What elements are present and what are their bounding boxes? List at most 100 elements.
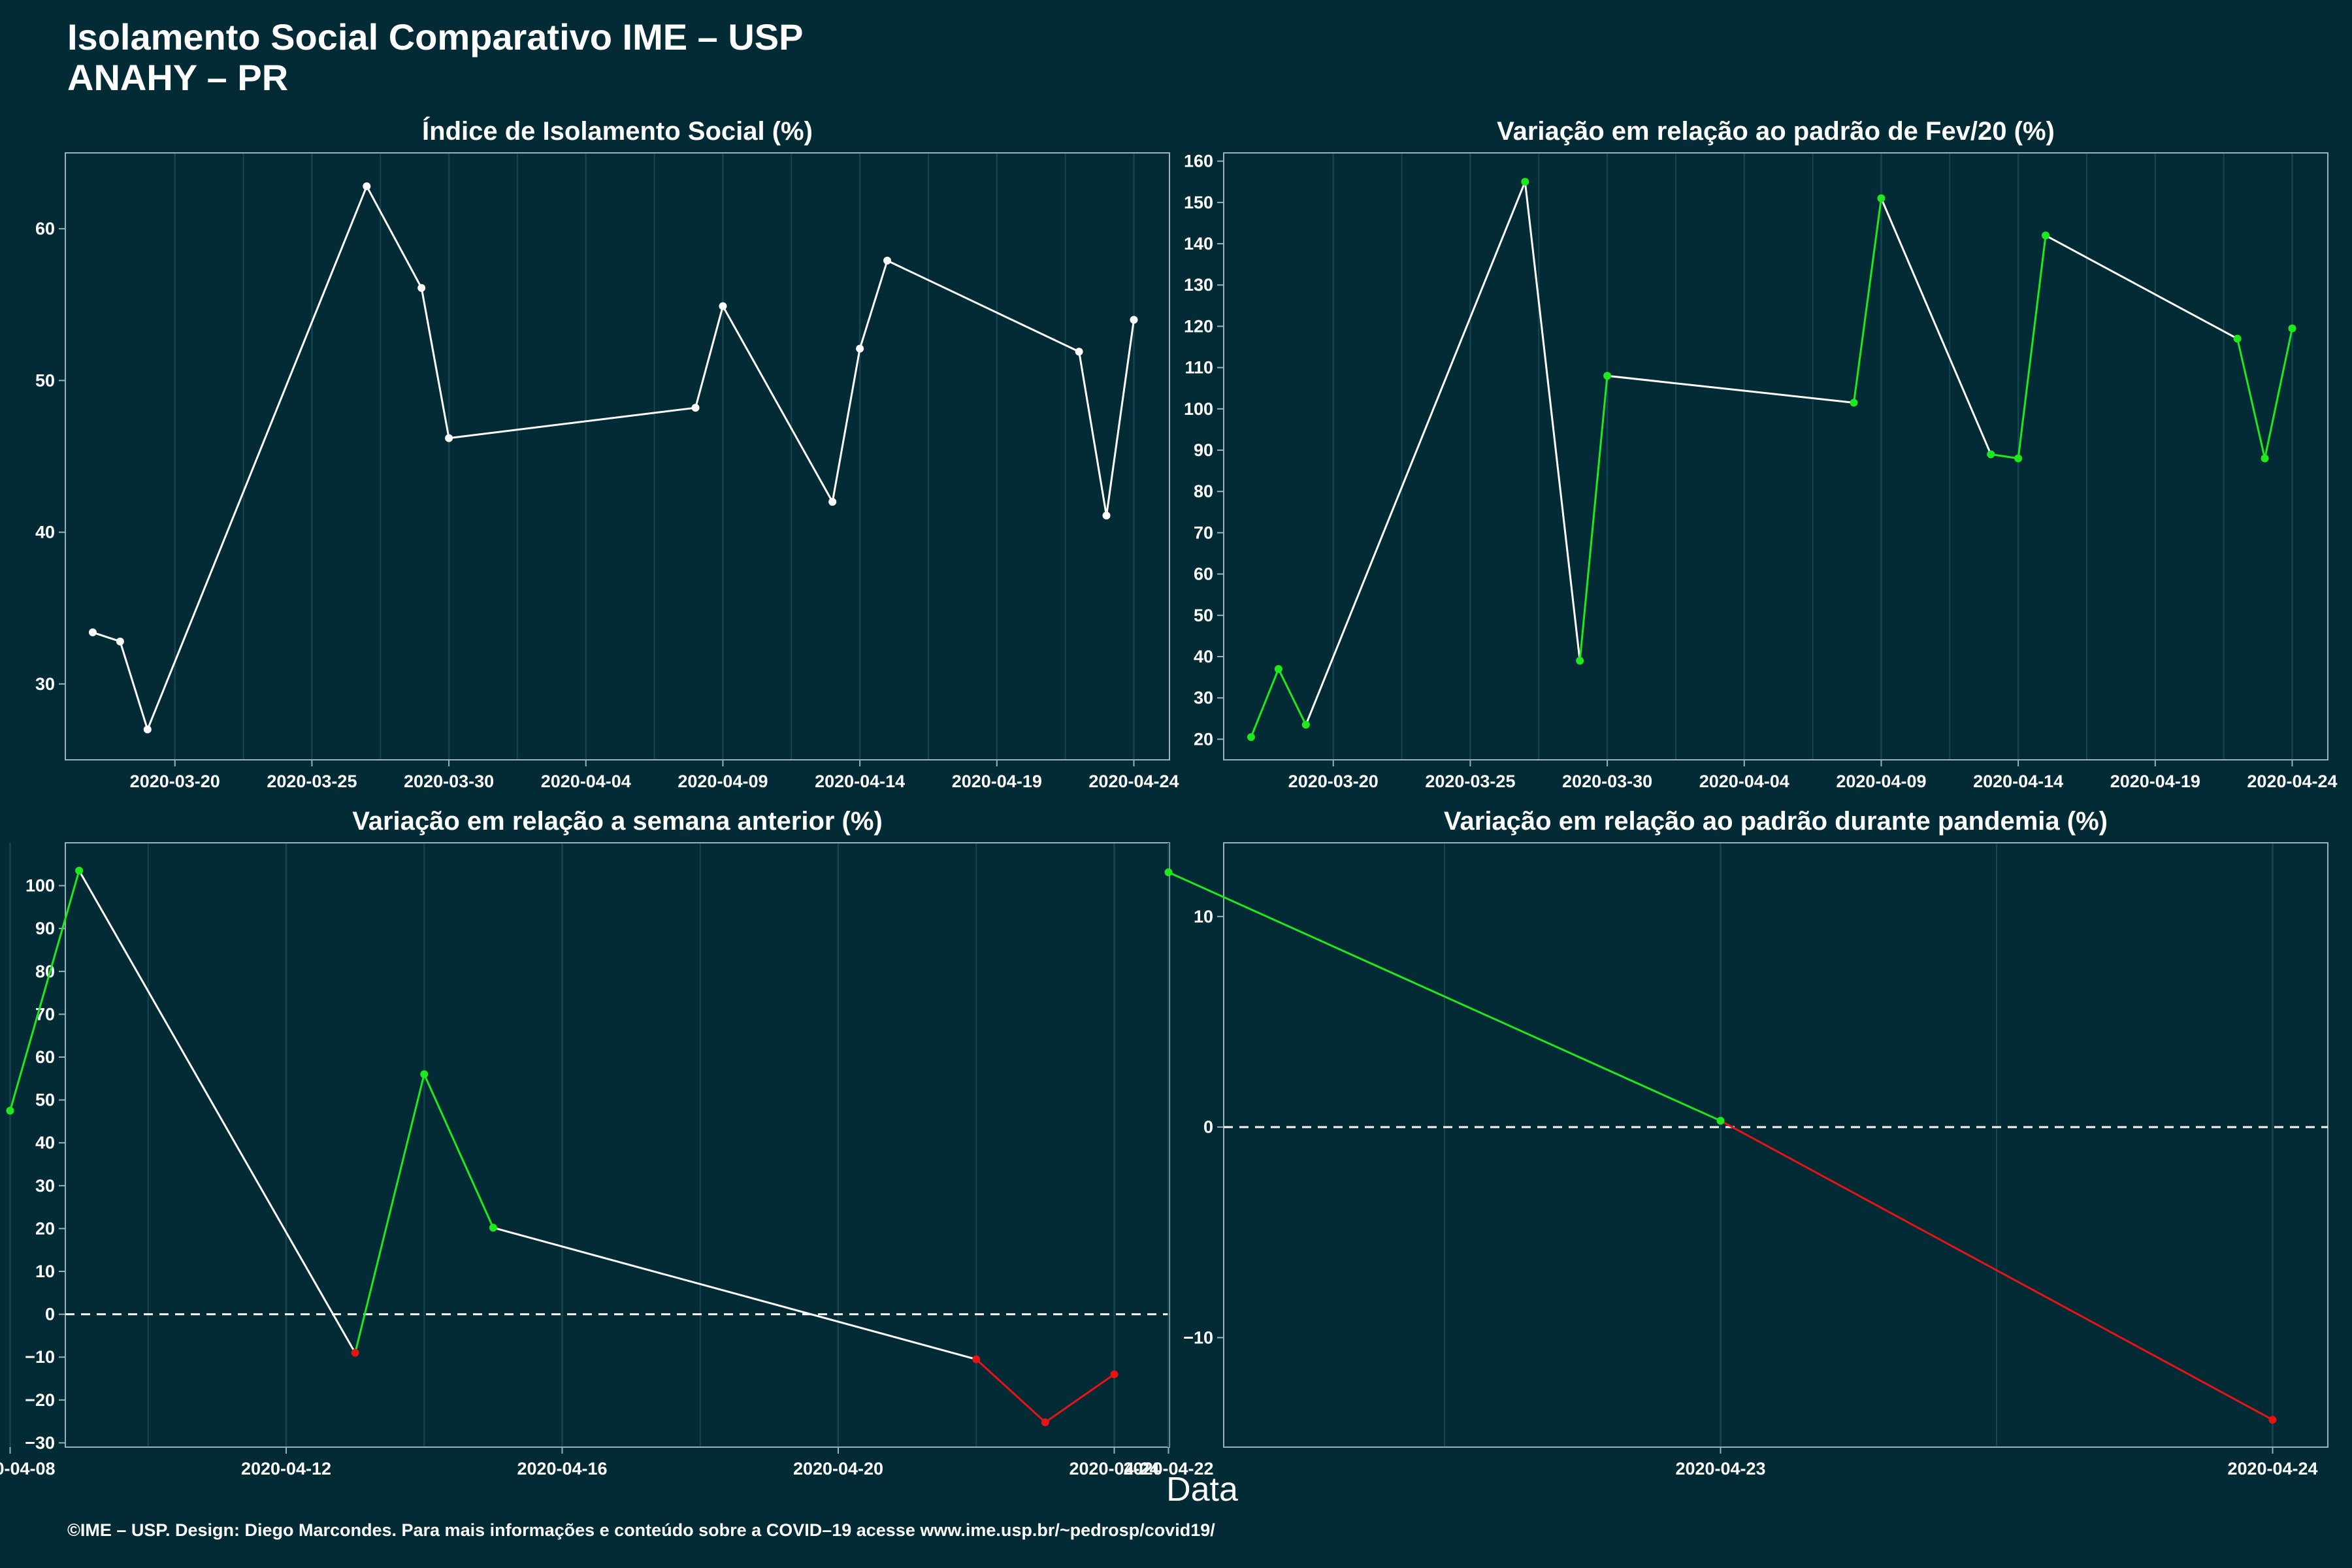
x-tick-label: 2020-03-25 [267,772,357,791]
x-tick-label: 2020-04-08 [0,1459,56,1478]
series-segment [365,186,423,289]
data-point [1301,721,1310,729]
y-tick-label: 100 [25,876,55,896]
y-tick-label: −20 [25,1390,55,1410]
y-tick-label: 40 [35,523,55,542]
y-tick-label: 90 [1194,440,1213,460]
data-point [2288,324,2296,333]
series-segment [1524,182,1581,661]
data-point [1274,664,1282,673]
x-axis-label: Data [1166,1471,1238,1509]
series-segment [354,1073,425,1354]
data-point [972,1355,981,1364]
x-tick-label: 2020-04-16 [517,1459,607,1478]
series-segment [975,1358,1046,1424]
data-point [420,1070,429,1079]
x-tick-label: 2020-03-25 [1425,772,1515,791]
data-point [1576,657,1584,665]
series-segment [1105,319,1135,516]
panel-border [1223,152,2328,760]
y-tick-label: 30 [35,674,55,694]
y-tick-label: 160 [1184,152,1213,171]
data-point [88,628,97,636]
footer-credits: ©IME – USP. Design: Diego Marcondes. Par… [67,1520,1215,1540]
y-tick-label: −10 [25,1347,55,1367]
data-point [1987,450,1995,459]
data-point [116,637,124,645]
data-point [1603,372,1612,380]
data-point [2014,454,2023,463]
data-point [1247,733,1255,742]
data-point [1716,1117,1725,1125]
panel-border [65,152,1170,760]
y-tick-label: 60 [35,1047,55,1067]
y-tick-label: 40 [35,1133,55,1152]
x-tick-label: 2020-04-20 [793,1459,883,1478]
x-tick-label: 2020-04-19 [2110,772,2200,791]
series-segment [1990,453,2019,460]
data-point [1110,1370,1119,1379]
panel-title: Variação em relação ao padrão de Fev/20 … [1497,117,2055,146]
x-tick-label: 2020-04-23 [1675,1459,1765,1478]
series-segment [423,1073,495,1228]
series-segment [887,259,1080,353]
data-point [1521,178,1529,186]
y-tick-label: 140 [1184,234,1213,253]
series-segment [831,348,861,502]
series-segment [1578,376,1609,661]
series-segment [1045,1373,1115,1424]
x-tick-label: 2020-04-19 [952,772,1042,791]
series-segment [1250,668,1280,738]
x-tick-label: 2020-04-12 [241,1459,331,1478]
x-tick-label: 2020-03-20 [130,772,220,791]
y-tick-label: 90 [35,919,55,938]
data-point [445,434,453,442]
data-point [1075,348,1083,356]
series-segment [448,406,696,440]
y-tick-label: 120 [1184,316,1213,336]
x-tick-label: 2020-04-24 [1088,772,1179,791]
series-segment [2236,338,2266,459]
series-segment [1305,181,1526,725]
x-tick-label: 2020-04-14 [1973,772,2063,791]
data-point [1041,1418,1049,1426]
series-segment [1607,374,1854,404]
series-segment [9,870,80,1111]
data-point [828,498,837,506]
y-tick-label: 50 [35,370,55,390]
y-tick-label: 40 [1194,647,1213,666]
series-segment [1720,1120,2274,1421]
data-point [1130,316,1138,324]
y-tick-label: 60 [35,219,55,238]
x-tick-label: 2020-03-20 [1288,772,1379,791]
y-tick-label: 30 [1194,688,1213,708]
panel-title: Variação em relação a semana anterior (%… [352,807,883,836]
x-tick-label: 2020-04-09 [1836,772,1926,791]
series-segment [78,870,356,1354]
data-point [75,866,84,875]
y-tick-label: 20 [35,1218,55,1238]
series-segment [146,186,368,730]
data-point [417,284,426,292]
data-point [2261,454,2269,463]
x-tick-label: 2020-04-22 [1123,1459,1213,1478]
y-tick-label: 70 [1194,523,1213,542]
series-segment [1078,351,1108,516]
data-point [1102,512,1111,520]
data-point [1877,194,1886,203]
y-tick-label: 50 [35,1090,55,1110]
series-segment [119,641,149,730]
series-segment [2017,235,2047,459]
data-point [691,404,700,412]
series-segment [420,287,450,438]
y-tick-label: 0 [45,1305,55,1324]
series-segment [1277,668,1307,725]
y-tick-label: 130 [1184,275,1213,295]
y-tick-label: 0 [1203,1117,1213,1137]
data-point [2268,1416,2277,1424]
